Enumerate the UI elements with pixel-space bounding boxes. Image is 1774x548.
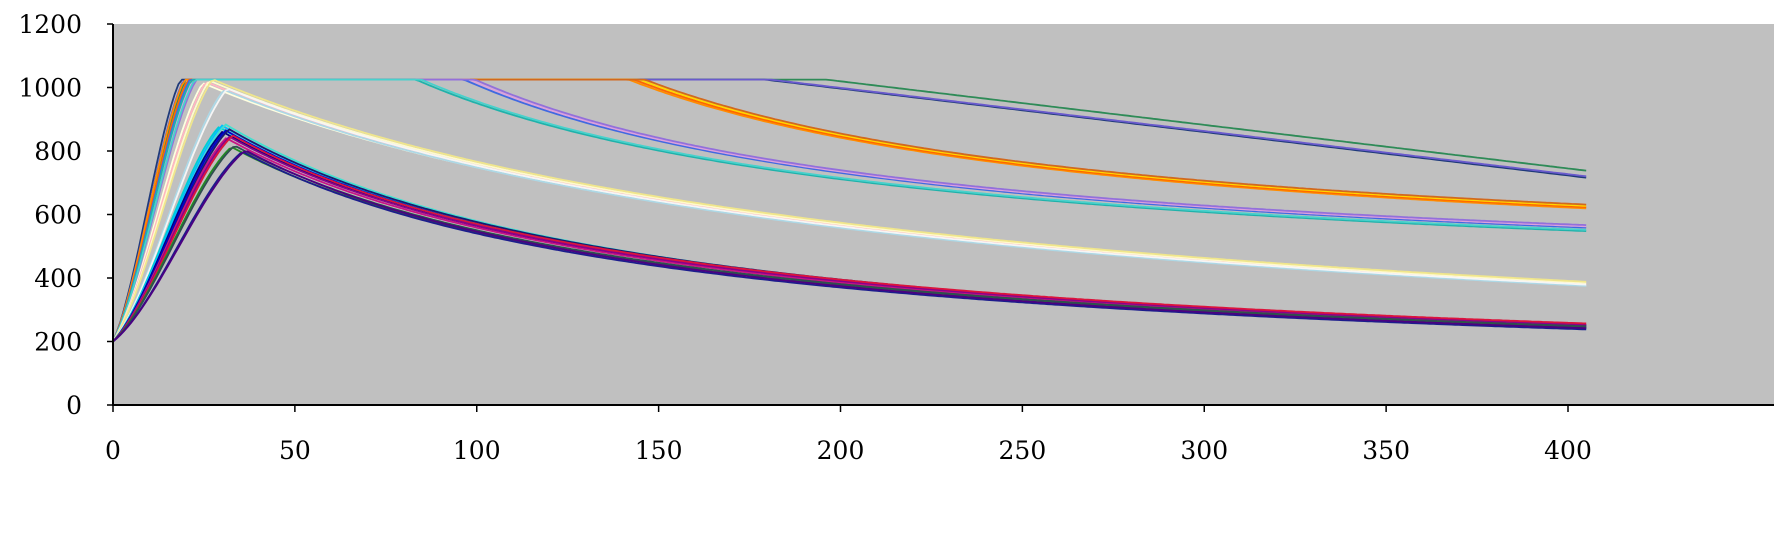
x-tick-label: 200 — [817, 436, 865, 465]
y-axis-ticks: 0 200 400 600 800 1000 1200 — [18, 10, 113, 420]
x-tick-label: 0 — [105, 436, 121, 465]
x-tick-label: 150 — [635, 436, 683, 465]
y-tick-label: 0 — [66, 391, 82, 420]
series-line — [112, 134, 1587, 343]
series-line — [112, 88, 1587, 343]
x-axis-ticks: 0 50 100 150 200 250 300 350 400 — [105, 405, 1592, 465]
y-tick-label: 200 — [34, 328, 82, 357]
plot-area: 0 50 100 150 200 250 300 350 400 0 200 400 600 800 10… — [18, 10, 1774, 465]
x-tick-label: 100 — [453, 436, 501, 465]
series-line — [112, 89, 1587, 343]
x-tick-label: 300 — [1180, 436, 1228, 465]
series-line — [112, 150, 1587, 343]
series-line — [112, 78, 1587, 342]
x-tick-label: 250 — [999, 436, 1047, 465]
series-line — [112, 135, 1587, 343]
x-tick-label: 400 — [1544, 436, 1592, 465]
series-line — [112, 80, 1587, 342]
y-tick-label: 400 — [34, 264, 82, 293]
y-tick-label: 800 — [34, 137, 82, 166]
series-layer — [112, 78, 1587, 343]
x-tick-label: 50 — [279, 436, 311, 465]
series-line — [112, 151, 1587, 343]
series-line — [112, 79, 1587, 342]
y-tick-label: 600 — [34, 201, 82, 230]
x-tick-label: 350 — [1362, 436, 1410, 465]
plot-background — [113, 24, 1774, 405]
y-tick-label: 1200 — [18, 10, 82, 39]
y-tick-label: 1000 — [18, 74, 82, 103]
